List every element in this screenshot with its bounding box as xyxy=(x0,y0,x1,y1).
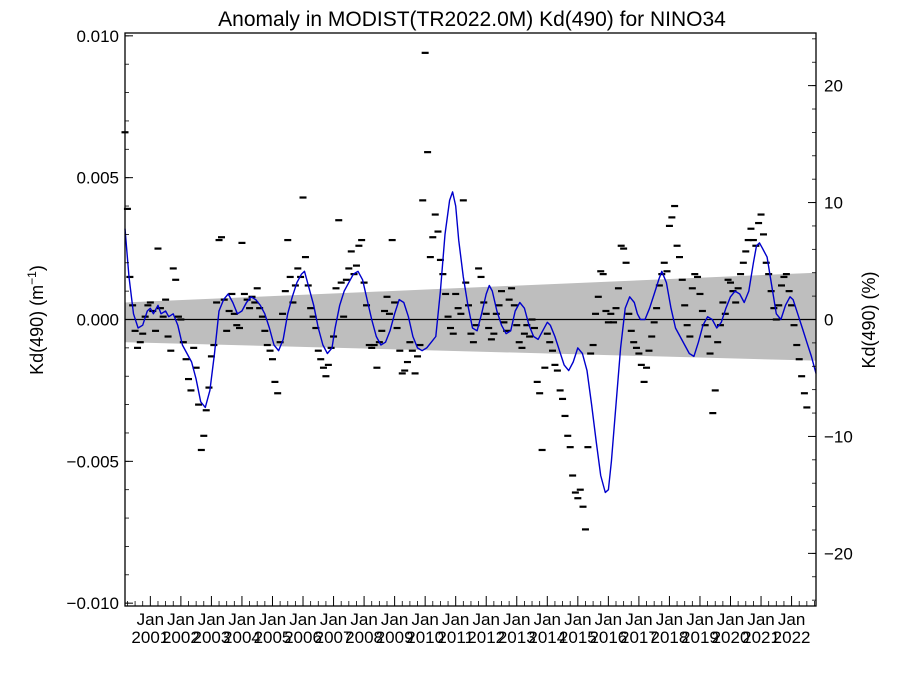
x-tick-label-month: Jan xyxy=(167,610,194,629)
x-tick-label-year: 2018 xyxy=(651,628,689,647)
x-tick-label-year: 2014 xyxy=(528,628,566,647)
x-tick-label-year: 2017 xyxy=(620,628,658,647)
y-axis-left-label: Kd(490) (m−1) xyxy=(25,265,47,375)
x-tick-label-month: Jan xyxy=(717,610,744,629)
x-tick-label-month: Jan xyxy=(411,610,438,629)
y-axis-right-label: Kd(490) (%) xyxy=(859,271,879,368)
x-tick-label-month: Jan xyxy=(259,610,286,629)
x-tick-label-month: Jan xyxy=(747,610,774,629)
y-right-tick-label: 20 xyxy=(824,77,843,96)
x-tick-label-year: 2004 xyxy=(223,628,261,647)
y-axis-right: 20 10 0 −10 −20 xyxy=(808,38,853,601)
x-tick-label-month: Jan xyxy=(534,610,561,629)
smoothed-series-line xyxy=(124,191,817,494)
x-tick-label-month: Jan xyxy=(137,610,164,629)
x-tick-label-month: Jan xyxy=(686,610,713,629)
x-tick-label-year: 2020 xyxy=(712,628,750,647)
y-right-tick-label: 10 xyxy=(824,194,843,213)
y-left-tick-label: 0.000 xyxy=(76,311,119,330)
y-left-tick-label: −0.005 xyxy=(67,452,119,471)
x-tick-label-month: Jan xyxy=(595,610,622,629)
y-right-tick-label: −10 xyxy=(824,427,853,446)
chart-title: Anomaly in MODIST(TR2022.0M) Kd(490) for… xyxy=(218,8,726,31)
x-tick-label-year: 2005 xyxy=(254,628,292,647)
x-tick-label-year: 2007 xyxy=(315,628,353,647)
x-tick-label-year: 2011 xyxy=(437,628,474,647)
x-tick-label-month: Jan xyxy=(442,610,469,629)
x-tick-label-year: 2013 xyxy=(498,628,536,647)
x-tick-label-year: 2021 xyxy=(742,628,780,647)
x-tick-label-month: Jan xyxy=(381,610,408,629)
x-tick-label-month: Jan xyxy=(564,610,591,629)
x-tick-label-month: Jan xyxy=(320,610,347,629)
x-tick-label-year: 2019 xyxy=(681,628,719,647)
y-axis-left: 0.010 0.005 0.000 −0.005 −0.010 xyxy=(67,27,133,613)
x-tick-label-month: Jan xyxy=(503,610,530,629)
y-axis-left-label-main: Kd(490) (m xyxy=(27,285,47,375)
x-tick-label-year: 2010 xyxy=(406,628,444,647)
x-tick-label-year: 2016 xyxy=(589,628,627,647)
y-left-tick-label: −0.010 xyxy=(67,594,119,613)
x-tick-label-year: 2015 xyxy=(559,628,597,647)
x-tick-label-month: Jan xyxy=(228,610,255,629)
x-tick-label-year: 2003 xyxy=(192,628,230,647)
x-tick-label-year: 2012 xyxy=(467,628,505,647)
smoothed-line-layer xyxy=(124,191,817,494)
y-axis-left-label-exp: −1 xyxy=(25,271,39,285)
x-tick-label-month: Jan xyxy=(625,610,652,629)
x-tick-label-month: Jan xyxy=(473,610,500,629)
y-left-tick-label: 0.010 xyxy=(76,27,119,46)
x-tick-label-year: 2006 xyxy=(284,628,322,647)
x-tick-label-year: 2001 xyxy=(131,628,169,647)
x-tick-label-month: Jan xyxy=(656,610,683,629)
y-axis-left-label-close: ) xyxy=(27,265,47,271)
x-tick-label-month: Jan xyxy=(778,610,805,629)
y-right-tick-label: −20 xyxy=(824,544,853,563)
x-tick-label-month: Jan xyxy=(198,610,225,629)
x-tick-label-month: Jan xyxy=(289,610,316,629)
x-axis: Jan2001Jan2002Jan2003Jan2004Jan2005Jan20… xyxy=(127,596,815,647)
x-tick-label-month: Jan xyxy=(350,610,377,629)
x-tick-label-year: 2022 xyxy=(773,628,811,647)
x-tick-label-year: 2008 xyxy=(345,628,383,647)
y-right-tick-label: 0 xyxy=(824,311,833,330)
x-tick-label-year: 2002 xyxy=(162,628,200,647)
x-tick-label-year: 2009 xyxy=(376,628,414,647)
y-left-tick-label: 0.005 xyxy=(76,169,119,188)
